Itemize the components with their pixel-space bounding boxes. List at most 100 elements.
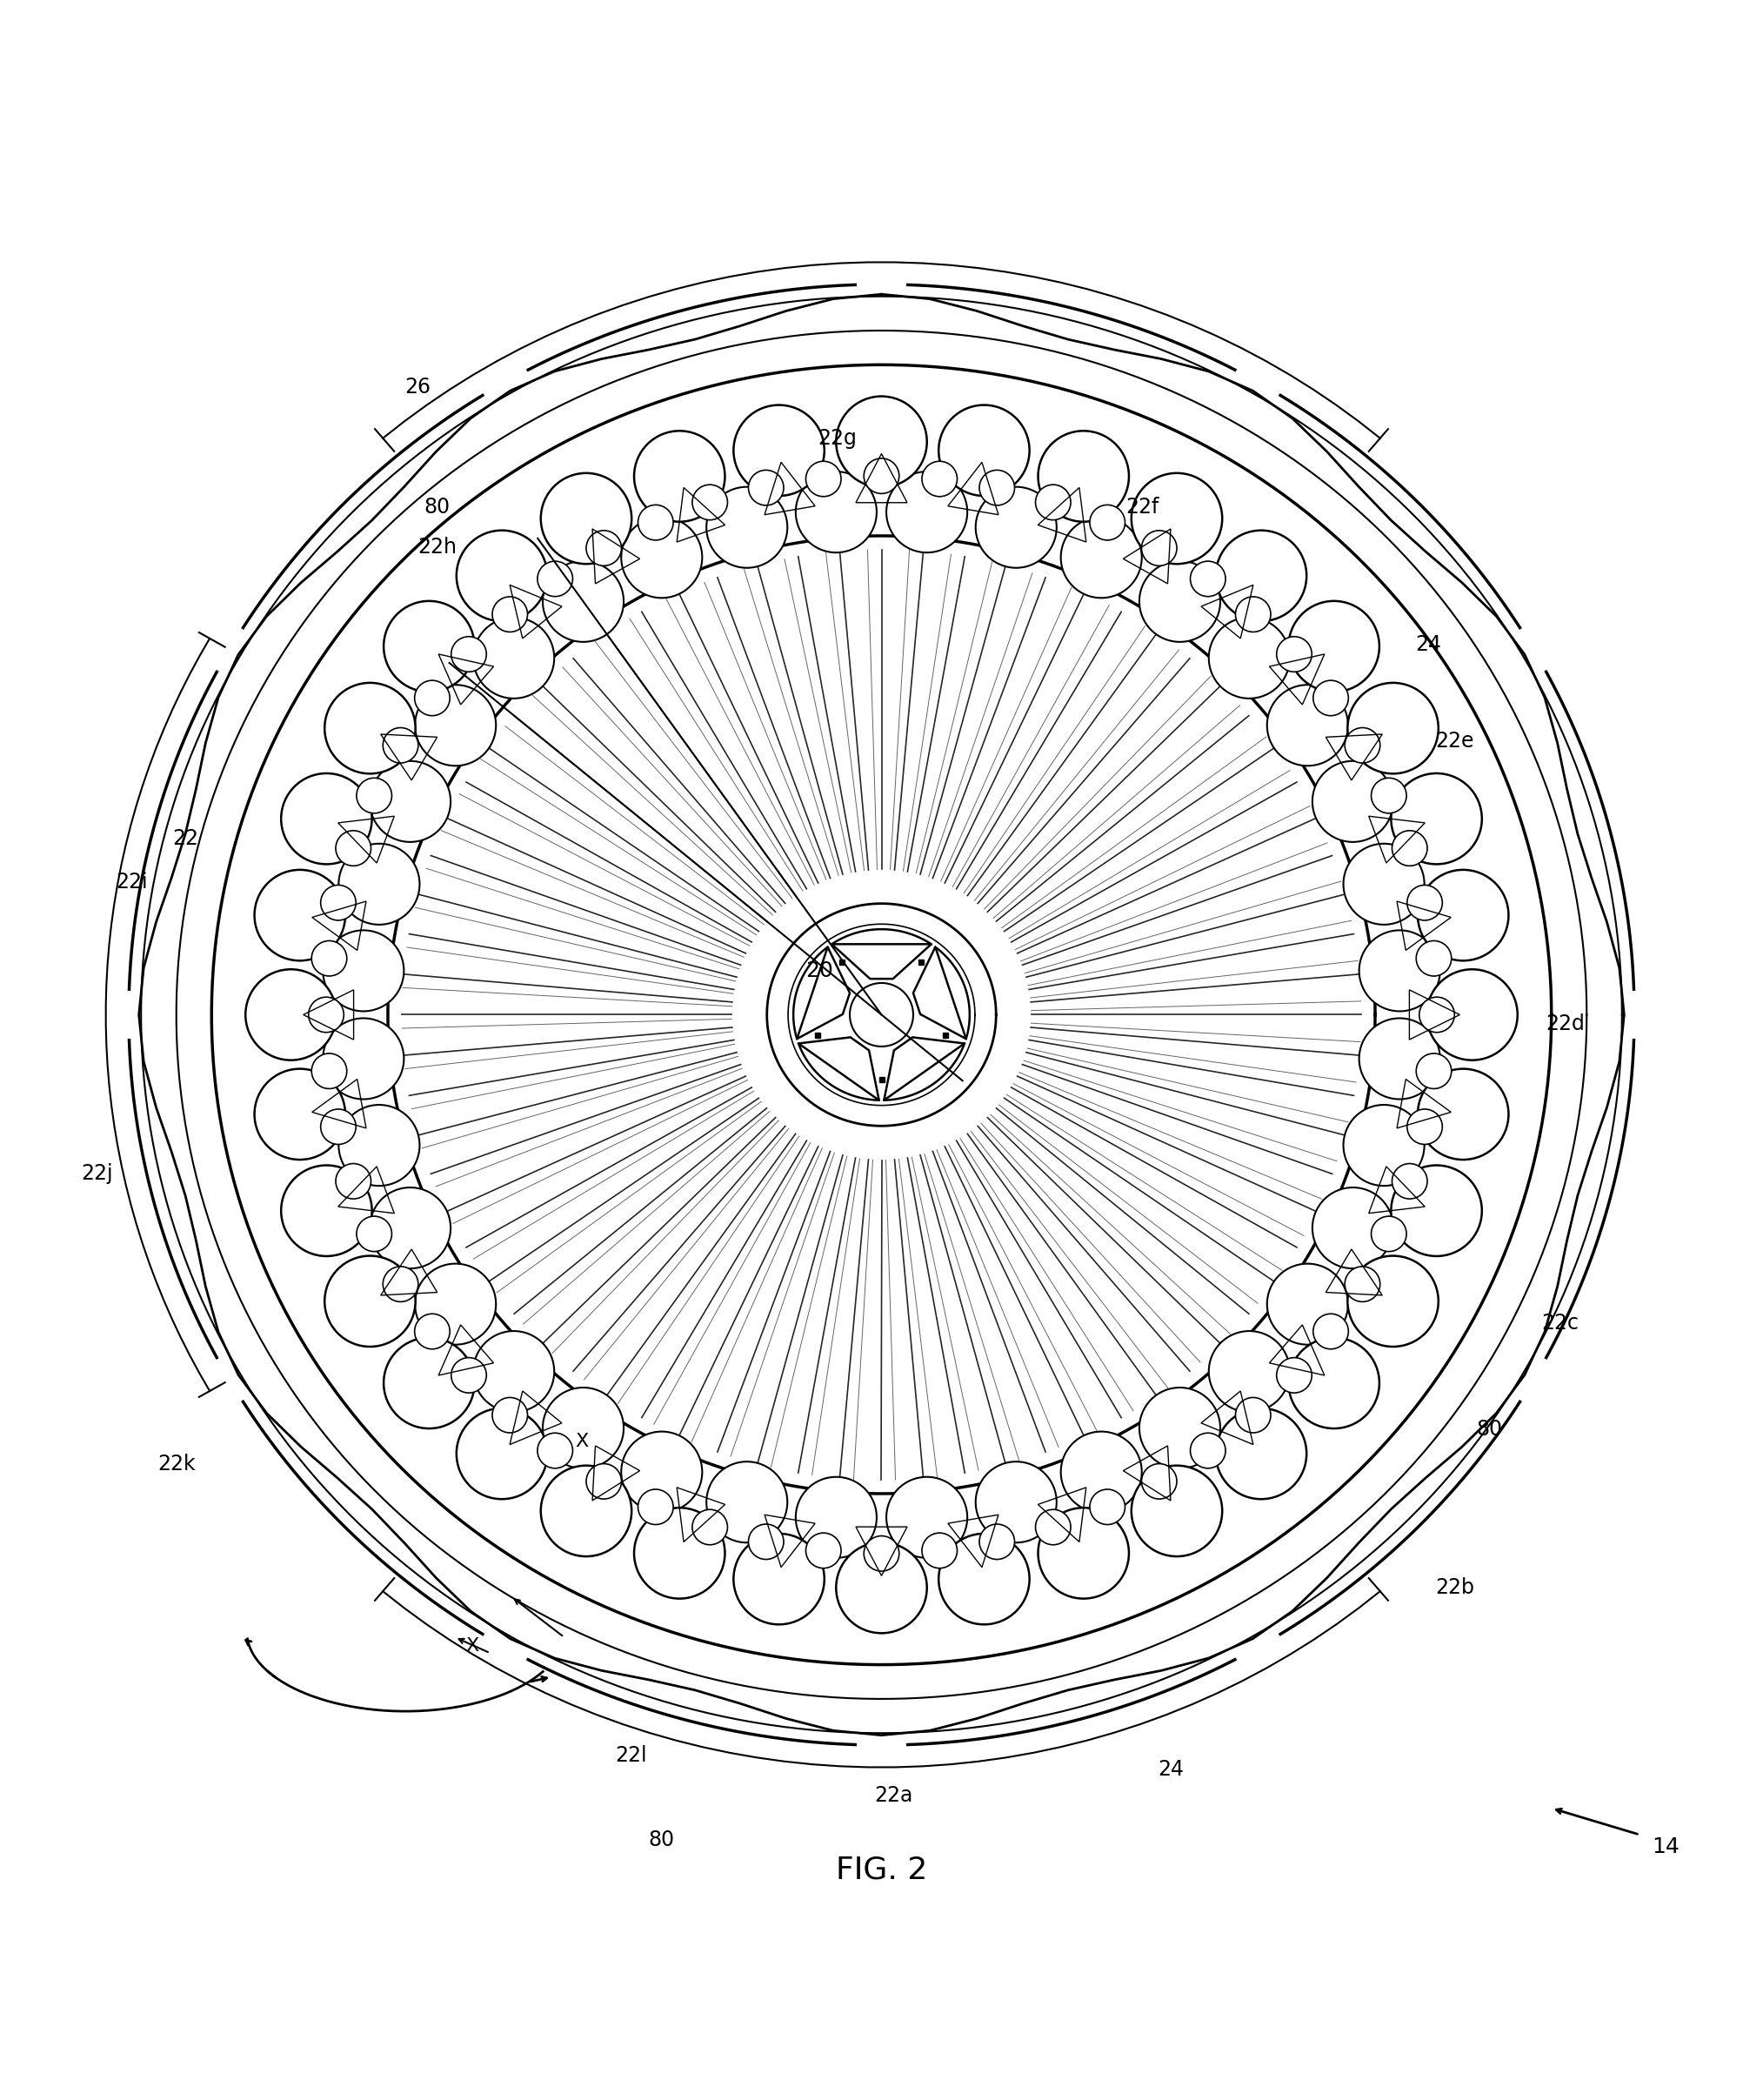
Circle shape	[1132, 1466, 1222, 1556]
Circle shape	[324, 1256, 416, 1346]
Circle shape	[370, 760, 451, 842]
Circle shape	[338, 1105, 420, 1186]
Circle shape	[1035, 485, 1070, 521]
Circle shape	[414, 680, 450, 716]
Circle shape	[1139, 561, 1220, 643]
Circle shape	[309, 997, 344, 1033]
Circle shape	[922, 1533, 957, 1569]
Circle shape	[864, 458, 899, 493]
Circle shape	[1391, 773, 1483, 865]
Circle shape	[321, 1109, 356, 1144]
Circle shape	[1417, 869, 1509, 960]
Text: 22j: 22j	[81, 1163, 113, 1184]
Circle shape	[457, 1409, 547, 1499]
Circle shape	[472, 617, 554, 699]
Circle shape	[978, 470, 1014, 506]
Circle shape	[806, 462, 841, 496]
Text: 24: 24	[1158, 1760, 1183, 1781]
Circle shape	[638, 504, 673, 540]
Circle shape	[587, 531, 622, 565]
Circle shape	[733, 1533, 825, 1625]
Circle shape	[384, 1338, 474, 1428]
Circle shape	[1426, 970, 1518, 1060]
Circle shape	[1035, 1510, 1070, 1546]
Circle shape	[1347, 682, 1439, 773]
Circle shape	[492, 596, 527, 632]
Circle shape	[795, 1476, 876, 1558]
Circle shape	[938, 1533, 1030, 1625]
Circle shape	[541, 1466, 631, 1556]
Circle shape	[1216, 1409, 1306, 1499]
Circle shape	[1391, 1166, 1483, 1256]
Circle shape	[370, 1186, 451, 1268]
Circle shape	[1312, 1186, 1393, 1268]
Text: 22a: 22a	[874, 1785, 913, 1806]
Circle shape	[492, 1397, 527, 1432]
Circle shape	[538, 561, 573, 596]
Circle shape	[383, 1266, 418, 1302]
Circle shape	[1139, 1388, 1220, 1468]
Circle shape	[338, 844, 420, 924]
Circle shape	[1289, 1338, 1379, 1428]
Text: 14: 14	[1652, 1838, 1680, 1858]
Circle shape	[280, 773, 372, 865]
Circle shape	[1393, 1163, 1428, 1199]
Circle shape	[541, 472, 631, 565]
Circle shape	[1268, 1264, 1349, 1344]
Text: 22: 22	[173, 827, 197, 848]
Circle shape	[1347, 1256, 1439, 1346]
Circle shape	[978, 1525, 1014, 1560]
Circle shape	[638, 1489, 673, 1525]
Text: 20: 20	[806, 960, 834, 981]
Text: 22g: 22g	[818, 428, 857, 449]
Circle shape	[1276, 636, 1312, 672]
Circle shape	[1236, 596, 1271, 632]
Circle shape	[1061, 1432, 1142, 1512]
Text: 24: 24	[1416, 634, 1440, 655]
Circle shape	[1416, 1054, 1451, 1088]
Circle shape	[1209, 617, 1291, 699]
Circle shape	[1359, 1018, 1440, 1098]
Circle shape	[635, 430, 725, 521]
Circle shape	[922, 462, 957, 496]
Circle shape	[707, 487, 788, 567]
Circle shape	[621, 1432, 702, 1512]
Circle shape	[335, 1163, 370, 1199]
Circle shape	[1407, 1109, 1442, 1144]
Circle shape	[312, 941, 347, 976]
Text: 22e: 22e	[1435, 731, 1474, 752]
Circle shape	[795, 472, 876, 552]
Circle shape	[1419, 997, 1454, 1033]
Text: 22l: 22l	[615, 1745, 647, 1766]
Text: 80: 80	[649, 1829, 673, 1850]
Circle shape	[280, 1166, 372, 1256]
Circle shape	[1313, 1315, 1349, 1348]
Circle shape	[975, 487, 1056, 567]
Circle shape	[335, 832, 370, 865]
Circle shape	[414, 1264, 495, 1344]
Circle shape	[312, 1054, 347, 1088]
Circle shape	[975, 1462, 1056, 1544]
Circle shape	[585, 1464, 621, 1499]
Circle shape	[749, 1525, 785, 1560]
Circle shape	[414, 1315, 450, 1348]
Circle shape	[836, 397, 927, 487]
Circle shape	[543, 1388, 624, 1468]
Circle shape	[749, 470, 785, 506]
Circle shape	[1312, 760, 1393, 842]
Text: 22d: 22d	[1546, 1012, 1585, 1033]
Circle shape	[254, 1069, 346, 1159]
Text: X: X	[575, 1432, 589, 1451]
Circle shape	[887, 472, 968, 552]
Circle shape	[1038, 1508, 1128, 1598]
Circle shape	[472, 1331, 554, 1411]
Circle shape	[621, 517, 702, 598]
Text: 22c: 22c	[1541, 1312, 1580, 1334]
Circle shape	[1372, 1216, 1407, 1252]
Circle shape	[1190, 561, 1225, 596]
Text: 80: 80	[1477, 1420, 1502, 1441]
Circle shape	[1359, 930, 1440, 1012]
Circle shape	[356, 1216, 391, 1252]
Circle shape	[384, 601, 474, 691]
Circle shape	[1416, 941, 1451, 976]
